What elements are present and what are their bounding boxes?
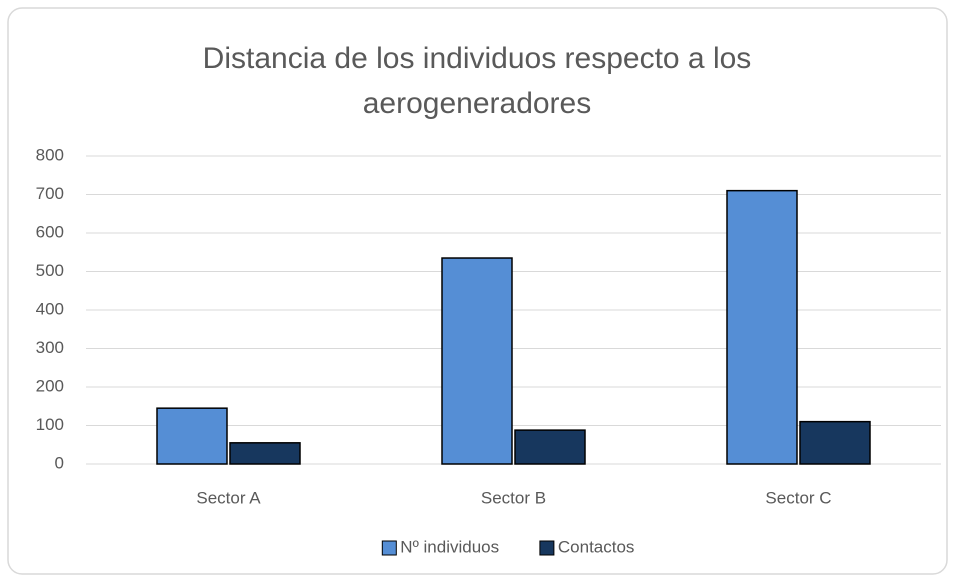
legend-label: Contactos <box>558 537 635 556</box>
bar <box>441 257 513 465</box>
y-tick-label: 400 <box>36 299 64 318</box>
y-tick-label: 700 <box>36 184 64 203</box>
chart-title: Distancia de los individuos respecto a l… <box>202 42 752 120</box>
y-tick-label: 300 <box>36 338 64 357</box>
x-tick-label: Sector A <box>196 488 261 507</box>
legend-label: Nº individuos <box>400 537 499 556</box>
y-tick-label: 800 <box>36 145 64 164</box>
legend-swatch <box>381 540 397 556</box>
x-tick-label: Sector C <box>765 488 831 507</box>
y-tick-label: 600 <box>36 222 64 241</box>
bar <box>799 420 871 465</box>
bar <box>726 189 798 465</box>
bar <box>229 442 301 465</box>
bar <box>514 429 586 465</box>
y-tick-label: 100 <box>36 415 64 434</box>
y-tick-label: 200 <box>36 376 64 395</box>
y-tick-label: 500 <box>36 261 64 280</box>
legend-swatch <box>539 540 555 556</box>
bar <box>156 407 228 465</box>
x-tick-label: Sector B <box>481 488 546 507</box>
y-tick-label: 0 <box>55 453 64 472</box>
